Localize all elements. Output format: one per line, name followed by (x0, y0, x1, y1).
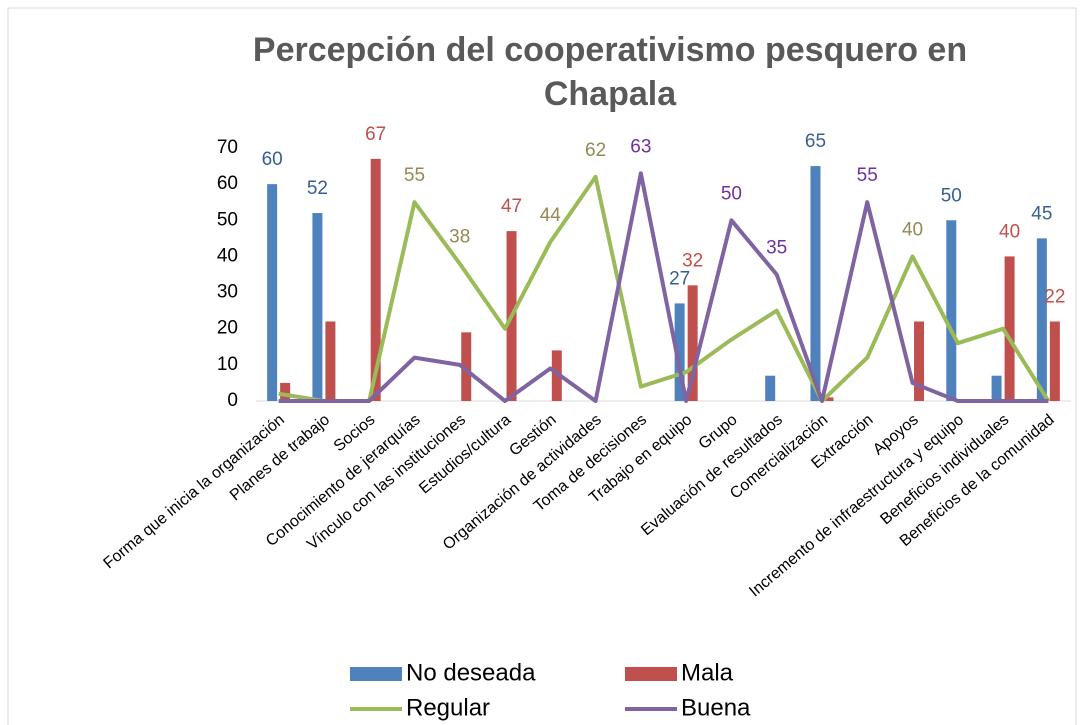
bar (280, 382, 291, 401)
data-label: 40 (999, 221, 1020, 242)
legend-label: Buena (681, 694, 751, 721)
bar (687, 285, 698, 401)
y-tick-label: 30 (217, 282, 238, 303)
data-label: 40 (902, 219, 923, 240)
data-label: 63 (630, 136, 651, 157)
y-tick-label: 20 (217, 318, 238, 339)
legend-label: No deseada (406, 659, 536, 686)
legend-swatch (350, 667, 402, 681)
bar (370, 158, 381, 401)
y-tick-label: 50 (217, 209, 238, 230)
data-label: 27 (669, 268, 690, 289)
bar (312, 213, 323, 401)
legend-label: Mala (681, 659, 734, 686)
bar (1049, 321, 1060, 401)
bar (1004, 256, 1015, 401)
legend-swatch (625, 667, 677, 681)
line (278, 174, 1051, 403)
bar (551, 350, 562, 401)
y-tick-label: 60 (217, 173, 238, 194)
data-label: 50 (941, 185, 962, 206)
bar (823, 397, 834, 401)
data-label: 38 (449, 227, 470, 248)
data-label: 50 (721, 183, 742, 204)
data-label: 52 (307, 178, 328, 199)
y-tick-label: 10 (217, 354, 238, 375)
bar (914, 321, 925, 401)
bar (991, 375, 1002, 401)
bar (810, 166, 821, 401)
bar (325, 321, 336, 401)
bar (1036, 238, 1047, 401)
bar (267, 184, 278, 401)
bar (765, 375, 776, 401)
data-label: 45 (1031, 203, 1052, 224)
data-label: 47 (501, 196, 522, 217)
y-tick-label: 70 (217, 137, 238, 158)
legend-label: Regular (406, 694, 490, 721)
data-label: 55 (857, 165, 878, 186)
data-label: 44 (540, 205, 562, 226)
data-label: 60 (262, 149, 283, 170)
bar (461, 332, 472, 401)
data-label: 35 (766, 238, 787, 259)
data-label: 22 (1044, 287, 1065, 308)
bar (674, 303, 685, 401)
y-tick-label: 40 (217, 245, 238, 266)
data-label: 65 (805, 131, 826, 152)
y-tick-label: 0 (227, 390, 238, 411)
chart-frame (7, 7, 1077, 725)
bar (946, 220, 957, 401)
line (278, 171, 1049, 403)
data-label: 67 (365, 124, 386, 145)
chart-title: Percepción del cooperativismo pesquero e… (253, 31, 967, 113)
data-label: 62 (585, 140, 606, 161)
data-label: 55 (404, 165, 425, 186)
data-label: 32 (682, 250, 703, 271)
